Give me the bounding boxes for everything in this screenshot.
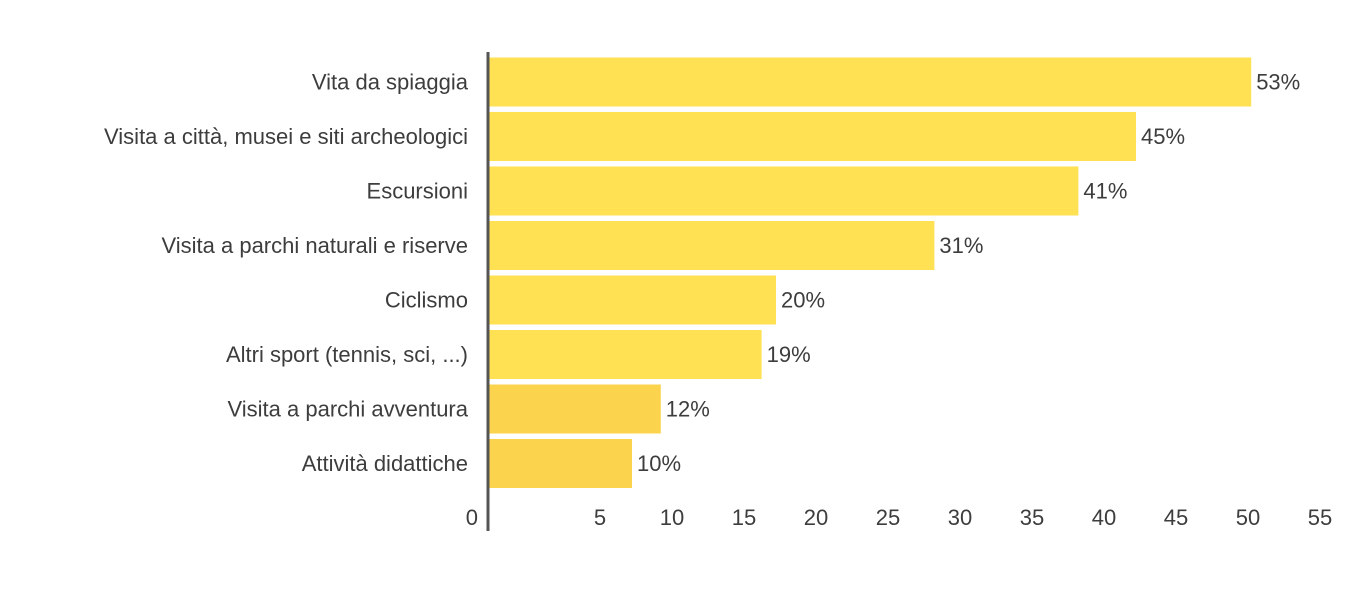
x-tick-label-6: 30 — [948, 505, 972, 530]
x-tick-label-11: 55 — [1308, 505, 1332, 530]
value-labels: 53% 45% 41% 31% 20% 19% 12% 10% — [637, 70, 1300, 477]
bars-layer — [488, 57, 1252, 488]
value-label-2: 41% — [1083, 179, 1127, 204]
x-tick-label-2: 10 — [660, 505, 684, 530]
x-tick-label-7: 35 — [1020, 505, 1044, 530]
x-tick-label-4: 20 — [804, 505, 828, 530]
x-tick-label-5: 25 — [876, 505, 900, 530]
value-label-6: 12% — [666, 397, 710, 422]
bar-4 — [488, 275, 776, 325]
value-label-1: 45% — [1141, 124, 1185, 149]
category-label-7: Attività didattiche — [302, 451, 468, 476]
bar-6 — [488, 384, 661, 434]
category-labels: Vita da spiaggia Visita a città, musei e … — [104, 70, 469, 477]
category-label-3: Visita a parchi naturali e riserve — [161, 233, 468, 258]
x-tick-label-10: 50 — [1236, 505, 1260, 530]
bar-1 — [488, 112, 1136, 161]
bar-7 — [488, 439, 632, 488]
category-label-0: Vita da spiaggia — [312, 70, 469, 95]
value-label-7: 10% — [637, 451, 681, 476]
bar-2 — [488, 166, 1079, 216]
x-tick-label-0: 0 — [466, 505, 478, 530]
category-label-1: Visita a città, musei e siti archeologic… — [104, 124, 468, 149]
value-label-0: 53% — [1256, 70, 1300, 95]
x-tick-label-9: 45 — [1164, 505, 1188, 530]
x-tick-label-8: 40 — [1092, 505, 1116, 530]
x-tick-labels: 0 5 10 15 20 25 30 35 40 45 50 55 — [466, 505, 1332, 530]
category-label-5: Altri sport (tennis, sci, ...) — [226, 342, 468, 367]
category-label-2: Escursioni — [367, 179, 468, 204]
value-label-4: 20% — [781, 288, 825, 313]
value-label-5: 19% — [767, 342, 811, 367]
value-label-3: 31% — [939, 233, 983, 258]
bar-5 — [488, 330, 762, 379]
category-label-4: Ciclismo — [385, 288, 468, 313]
bar-3 — [488, 221, 935, 270]
category-label-6: Visita a parchi avventura — [227, 397, 468, 422]
x-tick-label-1: 5 — [594, 505, 606, 530]
bar-0 — [488, 57, 1252, 107]
x-tick-label-3: 15 — [732, 505, 756, 530]
